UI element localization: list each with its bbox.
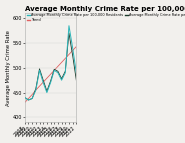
Y-axis label: Average Monthly Crime Rate: Average Monthly Crime Rate [6,30,11,106]
Legend: Average Monthly Crime Rate per 100,000 Residents, Trend, Average Monthly Crime R: Average Monthly Crime Rate per 100,000 R… [26,13,185,22]
Text: Average Monthly Crime Rate per 100,000 Residents: Average Monthly Crime Rate per 100,000 R… [25,6,185,12]
